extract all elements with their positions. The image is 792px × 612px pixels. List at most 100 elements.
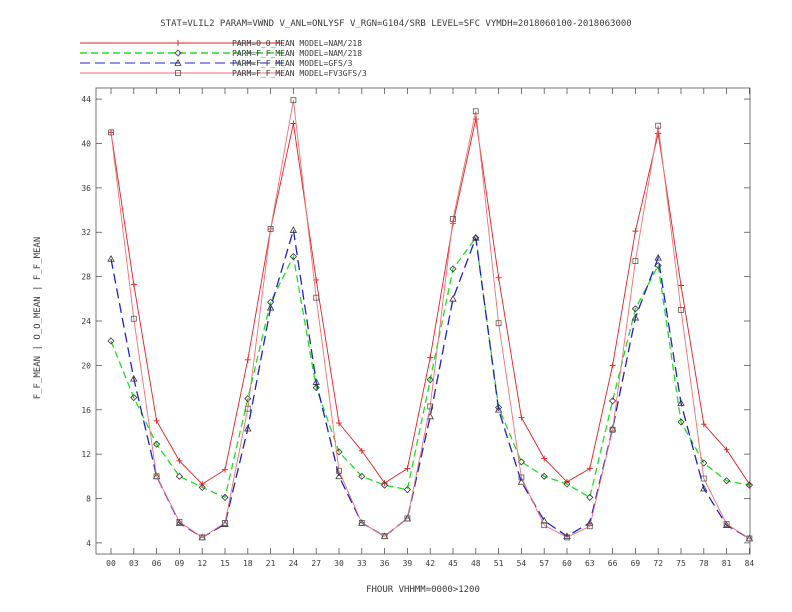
data-point bbox=[631, 305, 639, 313]
x-tick-label: 36 bbox=[380, 559, 390, 568]
data-point bbox=[586, 493, 594, 501]
data-point bbox=[199, 534, 206, 541]
legend-marker bbox=[175, 70, 181, 76]
x-tick-label: 45 bbox=[448, 559, 458, 568]
y-tick-label: 4 bbox=[86, 539, 91, 548]
data-point bbox=[176, 518, 183, 525]
x-tick-label: 24 bbox=[289, 559, 299, 568]
data-point bbox=[495, 274, 502, 281]
data-point bbox=[381, 481, 389, 489]
data-point bbox=[540, 516, 548, 524]
data-point bbox=[518, 414, 525, 421]
x-tick-label: 78 bbox=[699, 559, 709, 568]
x-tick-label: 54 bbox=[517, 559, 527, 568]
data-point bbox=[494, 405, 503, 413]
data-point bbox=[130, 281, 137, 288]
x-tick-label: 72 bbox=[653, 559, 663, 568]
data-point bbox=[427, 354, 434, 361]
x-tick-label: 03 bbox=[129, 559, 139, 568]
x-tick-label: 42 bbox=[425, 559, 435, 568]
data-point bbox=[609, 426, 616, 433]
series-1 bbox=[108, 116, 753, 488]
data-point bbox=[107, 255, 115, 262]
data-point bbox=[244, 356, 251, 363]
data-point bbox=[563, 480, 571, 488]
x-tick-label: 09 bbox=[175, 559, 185, 568]
data-point bbox=[153, 473, 160, 480]
series-4 bbox=[108, 97, 753, 542]
y-tick-label: 40 bbox=[81, 139, 91, 148]
x-tick-label: 06 bbox=[152, 559, 162, 568]
data-point bbox=[404, 515, 411, 522]
data-point bbox=[449, 294, 457, 302]
data-point bbox=[244, 424, 252, 432]
x-tick-label: 84 bbox=[745, 559, 755, 568]
data-point bbox=[495, 403, 503, 412]
data-point bbox=[222, 466, 228, 473]
data-point bbox=[289, 226, 298, 233]
x-tick-label: 18 bbox=[243, 559, 253, 568]
data-point bbox=[723, 477, 731, 485]
x-tick-label: 12 bbox=[197, 559, 207, 568]
data-point bbox=[381, 533, 388, 540]
data-point bbox=[153, 440, 161, 448]
series-line bbox=[110, 229, 750, 540]
data-point bbox=[426, 376, 434, 384]
data-point bbox=[267, 226, 274, 232]
x-axis: 00 03 06 09 12 15 18 21 24 27 30 33 36 39 42 45 48 51 54 57… bbox=[106, 88, 754, 568]
data-point bbox=[449, 265, 457, 273]
x-tick-label: 57 bbox=[539, 559, 549, 568]
data-point bbox=[222, 520, 228, 526]
data-point bbox=[312, 378, 320, 385]
chart-title: STAT=VLIL2 PARAM=VWND V_ANL=ONLYSF V_RGN… bbox=[160, 19, 631, 29]
data-point bbox=[198, 483, 206, 491]
data-point bbox=[336, 420, 342, 427]
data-point bbox=[518, 474, 525, 481]
data-point bbox=[175, 472, 183, 480]
data-point bbox=[609, 397, 617, 405]
data-point bbox=[654, 253, 662, 261]
data-point bbox=[108, 129, 114, 136]
data-point bbox=[244, 395, 252, 403]
data-point bbox=[450, 216, 456, 222]
y-tick-label: 32 bbox=[81, 228, 91, 237]
y-tick-label: 20 bbox=[81, 361, 91, 370]
data-point bbox=[290, 97, 297, 104]
data-point bbox=[609, 362, 616, 369]
x-tick-label: 00 bbox=[106, 559, 116, 568]
data-point bbox=[404, 465, 411, 472]
data-point bbox=[176, 457, 183, 464]
data-point bbox=[700, 484, 708, 492]
x-tick-label: 51 bbox=[494, 559, 504, 568]
x-tick-label: 33 bbox=[357, 559, 367, 568]
data-point bbox=[312, 384, 320, 392]
data-point bbox=[358, 472, 366, 480]
series-line bbox=[110, 119, 750, 485]
data-point bbox=[632, 228, 639, 235]
x-tick-label: 60 bbox=[562, 559, 572, 568]
x-tick-label: 27 bbox=[311, 559, 321, 568]
legend: PARM=O_O_MEAN MODEL=NAM/218PARM=F_F_MEAN… bbox=[80, 39, 367, 78]
y-tick-label: 36 bbox=[81, 184, 91, 193]
y-tick-label: 28 bbox=[81, 273, 91, 282]
x-tick-label: 30 bbox=[334, 559, 344, 568]
data-point bbox=[677, 418, 685, 426]
legend-marker bbox=[174, 49, 182, 57]
data-point bbox=[335, 448, 343, 456]
data-point bbox=[266, 303, 275, 311]
data-point bbox=[472, 233, 480, 241]
data-point bbox=[427, 403, 434, 410]
x-tick-label: 69 bbox=[631, 559, 641, 568]
x-tick-label: 21 bbox=[266, 559, 276, 568]
data-point bbox=[153, 417, 160, 424]
data-point bbox=[678, 282, 684, 289]
data-point bbox=[107, 337, 115, 345]
data-point bbox=[586, 465, 593, 472]
series-line bbox=[110, 100, 750, 539]
y-tick-label: 16 bbox=[81, 406, 91, 415]
data-point bbox=[745, 481, 753, 489]
data-point bbox=[290, 120, 297, 127]
data-point bbox=[723, 446, 730, 453]
data-point bbox=[381, 479, 388, 486]
x-tick-label: 66 bbox=[608, 559, 618, 568]
